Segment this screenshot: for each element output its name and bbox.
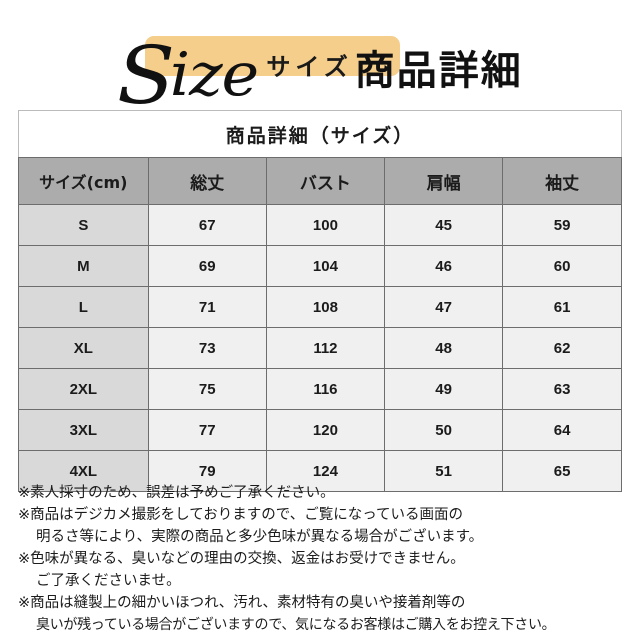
cell-shoulder: 50 [384,409,504,451]
column-header-sleeve: 袖丈 [502,157,622,205]
cell-total-length: 69 [147,245,267,287]
cell-shoulder: 51 [384,450,504,492]
cell-total-length: 67 [147,204,267,246]
cell-shoulder: 49 [384,368,504,410]
cell-shoulder: 47 [384,286,504,328]
header-script-title: Size [117,36,259,116]
table-row: L 71 108 47 61 [18,286,622,328]
note-line: 臭いが残っている場合がございますので、気になるお客様はご購入をお控え下さい。 [36,617,556,633]
table-row: S 67 100 45 59 [18,204,622,246]
column-header-total-length: 総丈 [147,157,267,205]
size-table-body: S 67 100 45 59 M 69 104 46 60 L 71 108 4… [18,204,622,492]
cell-total-length: 77 [147,409,267,451]
note-line: ご了承くださいませ。 [36,573,181,589]
cell-total-length: 79 [147,450,267,492]
table-header-row: サイズ(cm) 総丈 バスト 肩幅 袖丈 [18,157,622,205]
size-table-container: 商品詳細（サイズ） サイズ(cm) 総丈 バスト 肩幅 袖丈 S 67 100 … [18,110,622,492]
cell-bust: 112 [265,327,386,369]
cell-bust: 100 [265,204,386,246]
note-line: ※素人採寸のため、誤差は予めご了承ください。 [18,485,335,501]
header-highlight-band [145,36,400,76]
page-header: Size サイズ 商品詳細 [0,0,640,116]
cell-bust: 104 [265,245,386,287]
cell-total-length: 75 [147,368,267,410]
cell-size: 4XL [18,450,149,492]
header-title-group: Size サイズ 商品詳細 [0,0,640,116]
header-kanji-label: 商品詳細 [354,47,523,94]
header-kana-label: サイズ [266,53,353,81]
cell-shoulder: 48 [384,327,504,369]
table-title-row: 商品詳細（サイズ） [18,110,622,158]
cell-bust: 120 [265,409,386,451]
cell-size: 2XL [18,368,149,410]
column-header-bust: バスト [265,157,386,205]
cell-bust: 116 [265,368,386,410]
table-row: 2XL 75 116 49 63 [18,368,622,410]
cell-sleeve: 60 [502,245,622,287]
cell-sleeve: 61 [502,286,622,328]
header-script-rest: ize [170,40,259,110]
cell-sleeve: 59 [502,204,622,246]
disclaimer-notes: ※素人採寸のため、誤差は予めご了承ください。 ※商品はデジカメ撮影をしております… [18,482,630,636]
cell-shoulder: 46 [384,245,504,287]
table-row: XL 73 112 48 62 [18,327,622,369]
note-line: ※色味が異なる、臭いなどの理由の交換、返金はお受けできません。 [18,551,465,567]
header-script-initial: S [117,29,175,122]
note-line: ※商品は縫製上の細かいほつれ、汚れ、素材特有の臭いや接着剤等の [18,595,466,611]
note-line: ※商品はデジカメ撮影をしておりますので、ご覧になっている画面の [18,507,463,523]
cell-bust: 108 [265,286,386,328]
cell-sleeve: 64 [502,409,622,451]
cell-size: M [18,245,149,287]
table-row: M 69 104 46 60 [18,245,622,287]
size-table-head: 商品詳細（サイズ） サイズ(cm) 総丈 バスト 肩幅 袖丈 [18,110,622,205]
cell-sleeve: 63 [502,368,622,410]
cell-size: 3XL [18,409,149,451]
note-line: 明るさ等により、実際の商品と多少色味が異なる場合がございます。 [36,529,484,545]
cell-sleeve: 62 [502,327,622,369]
cell-sleeve: 65 [502,450,622,492]
cell-shoulder: 45 [384,204,504,246]
cell-total-length: 71 [147,286,267,328]
column-header-size: サイズ(cm) [18,157,149,205]
column-header-shoulder: 肩幅 [384,157,504,205]
table-row: 4XL 79 124 51 65 [18,450,622,492]
cell-size: XL [18,327,149,369]
cell-size: S [18,204,149,246]
cell-total-length: 73 [147,327,267,369]
cell-size: L [18,286,149,328]
table-row: 3XL 77 120 50 64 [18,409,622,451]
table-title: 商品詳細（サイズ） [18,110,622,158]
size-table: 商品詳細（サイズ） サイズ(cm) 総丈 バスト 肩幅 袖丈 S 67 100 … [18,110,622,492]
